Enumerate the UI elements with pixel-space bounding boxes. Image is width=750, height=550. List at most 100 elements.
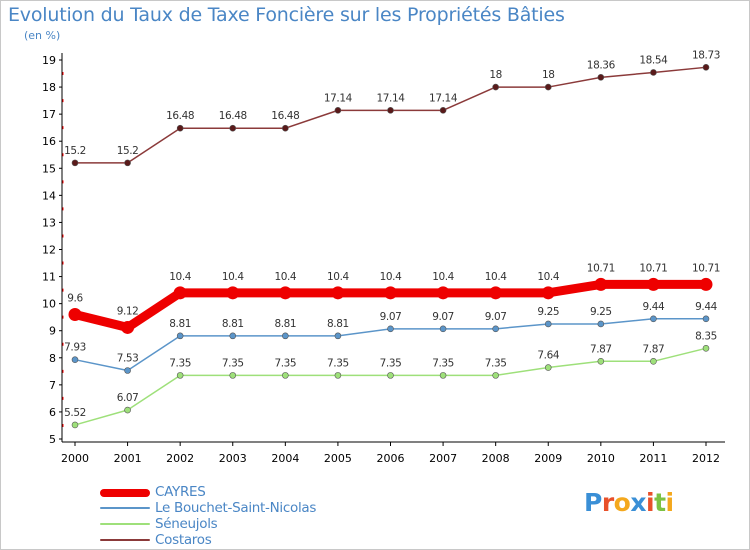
data-point-le-bouchet-saint-nicolas — [492, 325, 499, 333]
legend-item-costaros[interactable]: Costaros — [100, 532, 400, 548]
data-point-costaros — [439, 107, 447, 114]
data-label-le-bouchet-saint-nicolas: 8.81 — [327, 318, 349, 330]
data-label-costaros: 18 — [542, 69, 555, 81]
data-point-le-bouchet-saint-nicolas — [282, 332, 289, 340]
y-tick-label: 6 — [49, 406, 56, 419]
data-point-s-neujols — [439, 372, 447, 379]
data-label-s-neujols: 7.35 — [327, 357, 349, 369]
data-label-costaros: 15.2 — [64, 145, 86, 157]
data-label-le-bouchet-saint-nicolas: 9.25 — [590, 306, 612, 318]
legend-item-le-bouchet-saint-nicolas[interactable]: Le Bouchet-Saint-Nicolas — [100, 500, 400, 516]
logo-letter: P — [584, 488, 602, 517]
data-label-le-bouchet-saint-nicolas: 9.25 — [537, 306, 559, 318]
data-label-cayres: 9.12 — [117, 305, 139, 317]
x-tick-label: 2006 — [377, 452, 405, 465]
data-label-cayres: 10.71 — [587, 262, 615, 274]
y-tick-label: 5 — [49, 433, 56, 446]
series-labels: 15.2 15.2 16.48 16.48 16.48 17.14 17.14 17.14 18… — [64, 49, 720, 419]
data-point-costaros — [544, 83, 552, 91]
data-point-cayres — [646, 277, 660, 291]
legend-label-costaros: Costaros — [155, 532, 212, 548]
data-point-s-neujols — [71, 421, 79, 429]
x-tick-label: 2001 — [114, 452, 142, 465]
data-point-s-neujols — [650, 358, 657, 365]
legend-item-cayres[interactable]: CAYRES — [100, 484, 400, 500]
x-tick-label: 2004 — [271, 452, 299, 465]
data-point-s-neujols — [544, 364, 552, 371]
proxiti-logo[interactable]: Proxiti — [584, 488, 674, 517]
x-tick-label: 2008 — [482, 452, 510, 465]
data-label-s-neujols: 7.87 — [643, 343, 665, 355]
data-point-cayres — [121, 320, 135, 334]
data-label-s-neujols: 7.35 — [432, 357, 454, 369]
data-point-cayres — [68, 307, 82, 321]
data-point-costaros — [176, 124, 184, 132]
data-label-cayres: 10.71 — [692, 262, 720, 274]
y-tick-label: 12 — [42, 244, 56, 257]
data-point-le-bouchet-saint-nicolas — [334, 332, 342, 340]
series-points — [68, 64, 713, 429]
y-tick-label: 9 — [49, 325, 56, 338]
data-point-le-bouchet-saint-nicolas — [597, 320, 605, 328]
data-point-s-neujols — [387, 372, 394, 379]
data-label-s-neujols: 7.35 — [485, 357, 507, 369]
data-label-cayres: 10.4 — [222, 271, 244, 283]
data-point-cayres — [173, 286, 187, 300]
data-point-le-bouchet-saint-nicolas — [439, 325, 447, 333]
data-point-costaros — [650, 69, 657, 76]
data-label-costaros: 18 — [489, 69, 502, 81]
data-point-le-bouchet-saint-nicolas — [387, 325, 394, 333]
logo-letter: i — [646, 488, 655, 517]
y-tick-label: 11 — [42, 271, 56, 284]
legend-label-le-bouchet: Le Bouchet-Saint-Nicolas — [155, 500, 317, 516]
data-point-s-neujols — [176, 372, 184, 379]
legend-label-cayres: CAYRES — [155, 484, 206, 500]
data-point-cayres — [226, 286, 240, 300]
data-label-costaros: 16.48 — [166, 110, 194, 122]
data-point-cayres — [489, 286, 503, 300]
x-tick-label: 2000 — [61, 452, 89, 465]
data-point-s-neujols — [334, 372, 342, 379]
x-tick-label: 2007 — [429, 452, 457, 465]
data-point-s-neujols — [597, 358, 605, 365]
data-label-s-neujols: 8.35 — [695, 330, 717, 342]
data-label-s-neujols: 7.64 — [537, 350, 559, 362]
logo-letter: x — [630, 488, 646, 517]
x-tick-label: 2010 — [587, 452, 615, 465]
y-tick-label: 19 — [42, 54, 56, 67]
y-tick-label: 15 — [42, 162, 56, 175]
legend-item-seneujols[interactable]: Séneujols — [100, 516, 400, 532]
data-point-costaros — [702, 64, 710, 71]
data-point-s-neujols — [492, 372, 499, 379]
data-point-costaros — [334, 107, 342, 114]
data-point-le-bouchet-saint-nicolas — [544, 320, 552, 328]
data-label-s-neujols: 7.87 — [590, 343, 612, 355]
data-point-cayres — [699, 277, 713, 291]
data-label-cayres: 10.4 — [485, 271, 507, 283]
data-label-cayres: 10.4 — [169, 271, 191, 283]
y-axis-unit-label: (en %) — [24, 29, 61, 42]
data-label-cayres: 10.4 — [274, 271, 296, 283]
x-tick-label: 2009 — [534, 452, 562, 465]
data-label-cayres: 10.4 — [537, 271, 559, 283]
legend-swatch-seneujols — [100, 523, 150, 525]
y-tick-label: 8 — [49, 352, 56, 365]
data-label-costaros: 16.48 — [271, 110, 299, 122]
data-label-costaros: 17.14 — [429, 92, 458, 104]
data-point-s-neujols — [124, 406, 131, 414]
data-label-le-bouchet-saint-nicolas: 9.44 — [643, 301, 665, 313]
data-label-le-bouchet-saint-nicolas: 9.07 — [380, 311, 402, 323]
data-point-costaros — [282, 124, 289, 132]
data-label-le-bouchet-saint-nicolas: 8.81 — [169, 318, 191, 330]
data-label-s-neujols: 6.07 — [117, 392, 139, 404]
data-label-cayres: 10.4 — [380, 271, 402, 283]
data-label-le-bouchet-saint-nicolas: 9.07 — [485, 311, 507, 323]
data-label-s-neujols: 5.52 — [64, 407, 86, 419]
x-tick-label: 2002 — [166, 452, 194, 465]
legend: CAYRES Le Bouchet-Saint-Nicolas Séneujol… — [100, 484, 400, 548]
legend-swatch-cayres — [100, 489, 150, 497]
x-tick-label: 2003 — [219, 452, 247, 465]
data-point-s-neujols — [702, 345, 710, 352]
legend-swatch-le-bouchet — [100, 507, 150, 509]
